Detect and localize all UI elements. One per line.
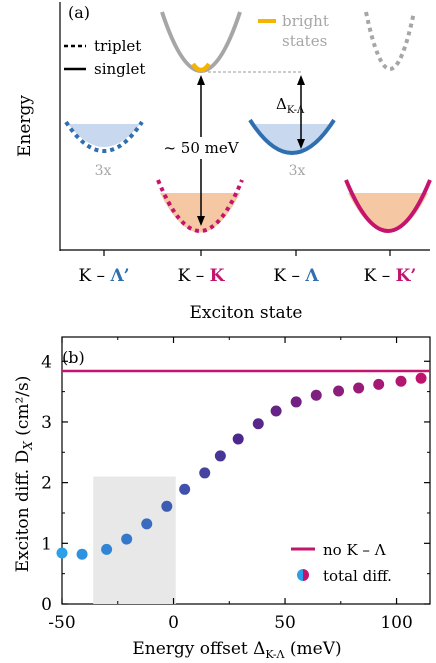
parabola-bright-upper	[160, 11, 242, 73]
x-tick-label: 100	[380, 613, 412, 633]
fill-k-k	[160, 193, 240, 233]
legend-line-label: no K – Λ	[323, 541, 386, 559]
y-axis-label: Exciton diff. DX (cm²/s)	[13, 376, 35, 573]
data-point	[310, 389, 322, 401]
y-tick-label: 3	[41, 413, 52, 433]
data-point	[333, 385, 345, 397]
data-point	[353, 382, 365, 394]
data-point	[56, 547, 68, 559]
x-tick-label: 0	[168, 613, 179, 633]
plot-frame	[61, 336, 431, 605]
parabola-k-lambda-prime-triplet	[64, 120, 144, 153]
data-point	[270, 405, 282, 417]
fill-k-lambda-prime	[68, 124, 140, 147]
data-points-layer	[56, 372, 427, 560]
data-point	[214, 450, 226, 462]
x-axis-label-main: Energy offset Δ	[132, 639, 265, 659]
data-point	[161, 500, 173, 512]
parabola-k-k-triplet	[156, 179, 244, 233]
shaded-region-layer	[93, 476, 176, 604]
data-point	[121, 533, 133, 545]
data-point	[101, 543, 113, 555]
data-point	[179, 483, 191, 495]
arrowhead	[197, 216, 205, 226]
arrowhead	[197, 75, 205, 85]
data-point	[199, 467, 211, 479]
data-point	[373, 378, 385, 390]
panel-a-xlabel: Exciton state	[190, 303, 303, 323]
state-label: K – Λ’	[78, 266, 129, 286]
data-point	[141, 518, 153, 530]
y-tick-label: 1	[41, 534, 52, 554]
state-label-right: Λ	[304, 266, 319, 286]
x-axis-label: Energy offset ΔK-Λ (meV)	[132, 639, 341, 661]
state-label-left: K –	[178, 266, 210, 286]
panel-a-label: (a)	[68, 3, 90, 22]
state-label-right: K’	[396, 266, 417, 286]
x-axis-label-sub: K-Λ	[265, 648, 285, 661]
data-point	[290, 396, 302, 408]
legend-points-swatch	[297, 569, 309, 581]
multiplicity-right: 3x	[289, 163, 306, 179]
legend-points-label: total diff.	[323, 567, 392, 585]
state-label: K – K’	[364, 266, 417, 286]
panel-a: triplet singlet bright states (a) 3x 3x …	[15, 2, 432, 323]
data-point	[232, 433, 244, 445]
y-axis-label-main: Exciton diff. D	[13, 450, 33, 573]
arrowhead	[297, 139, 305, 149]
state-label-left: K –	[364, 266, 396, 286]
bright-state-marker	[191, 62, 211, 73]
legend-triplet-label: triplet	[94, 37, 141, 55]
x-tick-label: 50	[274, 613, 296, 633]
parabola-k-lambda-singlet	[248, 118, 336, 155]
gap-label-bg	[160, 137, 242, 159]
state-label: K – Λ	[273, 266, 319, 286]
state-label-right: K	[210, 266, 226, 286]
x-tick-label: -50	[48, 613, 75, 633]
offset-label: ΔK-Λ	[276, 95, 305, 116]
y-axis-label-sub: X	[21, 441, 35, 451]
multiplicity-left: 3x	[95, 163, 112, 179]
data-point	[395, 375, 407, 387]
panel-b-label: (b)	[62, 348, 85, 367]
state-label: K – K	[178, 266, 226, 286]
shaded-region	[93, 476, 176, 604]
offset-label-sub: K-Λ	[287, 105, 305, 116]
state-label-left: K –	[78, 266, 110, 286]
y-axis-label-unit: (cm²/s)	[13, 376, 33, 442]
bright-label-1: bright	[282, 12, 329, 30]
state-label-left: K –	[273, 266, 305, 286]
data-point	[252, 418, 264, 430]
y-tick-label: 4	[41, 352, 52, 372]
bright-label-2: states	[282, 32, 327, 50]
state-label-right: Λ’	[109, 266, 129, 286]
arrowhead	[297, 75, 305, 85]
y-tick-label: 0	[41, 595, 52, 615]
x-axis-label-unit: (meV)	[284, 639, 341, 659]
parabola-k-kprime-singlet	[344, 179, 432, 233]
energy-gap-label: ~ 50 meV	[163, 139, 239, 157]
panel-a-ylabel: Energy	[15, 95, 35, 157]
data-point	[415, 372, 427, 384]
data-point	[76, 548, 88, 560]
legend-singlet-label: singlet	[94, 60, 145, 78]
y-tick-label: 2	[41, 474, 52, 494]
offset-label-main: Δ	[276, 95, 287, 113]
parabola-gray-triplet-upper	[364, 11, 416, 71]
fill-k-kprime	[348, 193, 428, 233]
